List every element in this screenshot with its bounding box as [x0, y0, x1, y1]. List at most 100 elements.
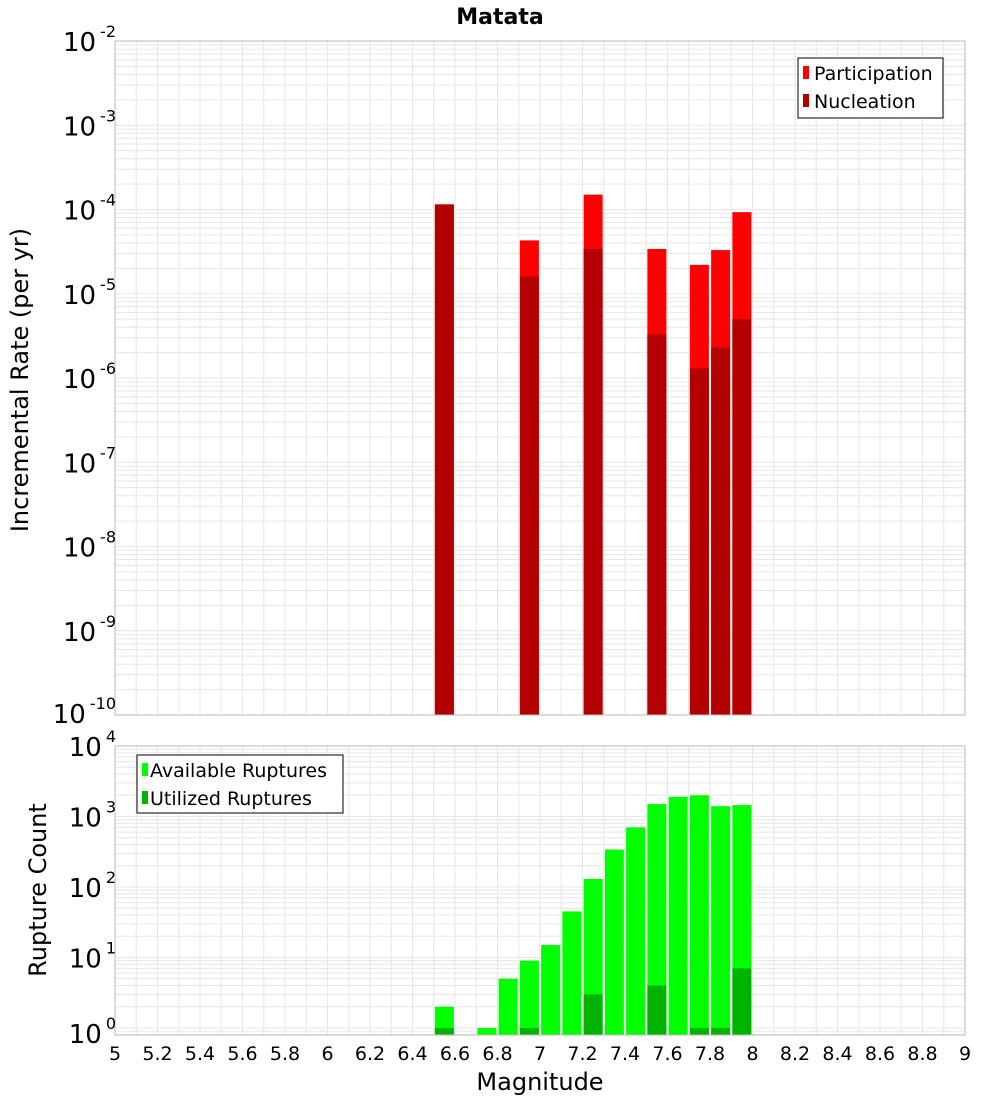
top-y-tick: 10 -6	[63, 359, 116, 395]
top-plot-frame	[114, 40, 966, 716]
svg-text:3: 3	[106, 797, 116, 816]
x-tick-label: 5.8	[270, 1043, 300, 1065]
bottom-bar-a-7.35	[604, 849, 624, 1035]
bottom-bar-b-7.25	[583, 994, 603, 1035]
top-plot-bars	[434, 194, 752, 716]
svg-text:10: 10	[69, 944, 102, 974]
bottom-bar-b-7.75	[689, 1027, 709, 1035]
bottom-y-tick: 10 4	[69, 727, 116, 763]
top-y-tick: 10 -5	[63, 275, 116, 311]
top-bar-b-7.55	[647, 334, 667, 715]
svg-text:10: 10	[69, 803, 102, 833]
top-y-tick: 10 -4	[63, 191, 116, 227]
x-tick-label: 7.6	[652, 1043, 682, 1065]
bottom-bar-a-7.45	[626, 827, 646, 1035]
legend-label-nucleation: Nucleation	[814, 91, 916, 113]
legend-swatch-participation	[803, 66, 809, 79]
x-tick-label: 8.8	[907, 1043, 937, 1065]
x-tick-label: 5.2	[142, 1043, 172, 1065]
x-axis-label: Magnitude	[476, 1068, 603, 1096]
bottom-bar-a-7.15	[562, 911, 582, 1035]
top-bar-b-6.55	[434, 204, 454, 715]
legend-swatch-nucleation	[803, 94, 809, 107]
svg-text:10: 10	[69, 1020, 102, 1050]
bottom-y-tick: 10 0	[69, 1014, 116, 1050]
svg-text:10: 10	[63, 112, 96, 142]
chart-title: Matata	[456, 5, 543, 30]
top-bar-b-7.85	[711, 347, 731, 715]
x-tick-label: 8.6	[865, 1043, 895, 1065]
bottom-y-tick: 10 3	[69, 797, 116, 833]
x-tick-label: 7.4	[610, 1043, 640, 1065]
svg-text:10: 10	[69, 733, 102, 763]
x-tick-label: 6	[321, 1043, 333, 1065]
legend-swatch-utilized	[142, 791, 148, 804]
x-tick-label: 7.8	[695, 1043, 725, 1065]
svg-text:10: 10	[63, 449, 96, 479]
bottom-bar-b-7.55	[647, 985, 667, 1035]
bottom-bar-b-6.55	[434, 1027, 454, 1035]
top-bar-b-7.25	[583, 248, 603, 715]
x-tick-label: 8.4	[822, 1043, 852, 1065]
bottom-bar-a-7.05	[541, 945, 561, 1035]
top-y-tick: 10 -3	[63, 106, 116, 142]
bottom-bar-b-7.85	[711, 1027, 731, 1035]
svg-text:10: 10	[63, 365, 96, 395]
bottom-bar-a-7.55	[647, 804, 667, 1035]
svg-text:10: 10	[53, 700, 86, 730]
bottom-plot-frame	[114, 745, 966, 1036]
bottom-y-tick: 10 2	[69, 868, 116, 904]
top-bar-b-7.75	[689, 368, 709, 715]
svg-text:10: 10	[63, 534, 96, 564]
bottom-y-axis-label: Rupture Count	[24, 803, 52, 977]
svg-text:-5: -5	[100, 275, 116, 294]
x-axis-ticks: 5 5.2 5.4 5.6 5.8 6 6.2 6.4 6.6 6.8 7 7.2 7.4 7.6 7.8 8…	[109, 1043, 971, 1065]
bottom-bar-a-6.55	[434, 1006, 454, 1035]
top-y-axis-label: Incremental Rate (per yr)	[6, 228, 34, 532]
svg-text:10: 10	[63, 197, 96, 227]
top-y-tick: 10 -8	[63, 528, 116, 564]
bottom-bar-a-7.85	[711, 806, 731, 1035]
bottom-bar-a-6.95	[519, 960, 539, 1035]
svg-text:4: 4	[106, 727, 116, 746]
x-tick-label: 6.4	[397, 1043, 427, 1065]
x-tick-label: 5	[109, 1043, 121, 1065]
top-y-axis-ticks: 10-210-310-410-510-610-710-810-910-10	[53, 22, 116, 730]
svg-text:-4: -4	[100, 191, 116, 210]
svg-text:10: 10	[63, 618, 96, 648]
top-y-tick: 10 -2	[63, 22, 116, 58]
bottom-bar-a-7.75	[689, 795, 709, 1035]
svg-text:0: 0	[106, 1014, 116, 1033]
bottom-bar-a-7.65	[668, 796, 688, 1035]
svg-text:-7: -7	[100, 443, 116, 462]
svg-text:-6: -6	[100, 359, 116, 378]
legend-label-available: Available Ruptures	[150, 760, 327, 782]
x-tick-label: 8.2	[780, 1043, 810, 1065]
x-tick-label: 6.8	[482, 1043, 512, 1065]
svg-text:2: 2	[106, 868, 116, 887]
bottom-y-tick: 10 1	[69, 938, 116, 974]
top-y-tick: 10 -9	[63, 612, 116, 648]
x-tick-label: 7	[534, 1043, 546, 1065]
bottom-plot-bars	[434, 795, 752, 1035]
top-bar-b-6.95	[519, 276, 539, 715]
legend-swatch-available	[142, 763, 148, 776]
x-tick-label: 7.2	[567, 1043, 597, 1065]
svg-text:-3: -3	[100, 106, 116, 125]
svg-text:-8: -8	[100, 528, 116, 547]
x-tick-label: 5.6	[227, 1043, 257, 1065]
top-y-tick: 10 -7	[63, 443, 116, 479]
x-tick-label: 6.2	[355, 1043, 385, 1065]
legend-label-participation: Participation	[814, 63, 933, 85]
bottom-bar-b-7.95	[732, 968, 752, 1035]
svg-text:-2: -2	[100, 22, 116, 41]
svg-text:-9: -9	[100, 612, 116, 631]
x-tick-label: 8	[746, 1043, 758, 1065]
svg-text:10: 10	[63, 281, 96, 311]
bottom-legend: Available Ruptures Utilized Ruptures	[136, 754, 344, 814]
top-bar-b-7.95	[732, 319, 752, 715]
x-tick-label: 9	[959, 1043, 971, 1065]
bottom-bar-a-6.75	[477, 1027, 497, 1035]
